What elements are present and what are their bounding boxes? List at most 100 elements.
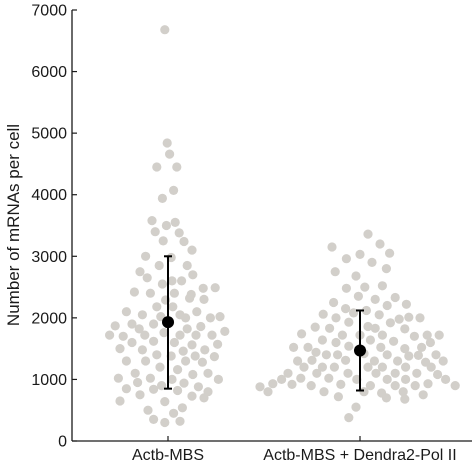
data-point	[365, 335, 375, 345]
data-point	[333, 350, 343, 360]
data-point	[417, 342, 427, 352]
data-point	[318, 309, 328, 319]
data-point	[203, 368, 213, 378]
data-point	[360, 282, 370, 292]
data-point	[178, 346, 188, 356]
data-point	[181, 356, 191, 366]
data-point	[355, 249, 365, 259]
data-point	[321, 350, 331, 360]
data-point	[118, 331, 128, 341]
data-point	[149, 384, 159, 394]
data-point	[155, 362, 165, 372]
data-point	[374, 310, 384, 320]
data-point	[394, 314, 404, 324]
data-point	[371, 368, 381, 378]
data-point	[182, 260, 192, 271]
data-point	[415, 313, 425, 323]
data-point	[425, 337, 435, 348]
data-point	[307, 355, 317, 365]
data-point	[152, 162, 162, 172]
data-point	[263, 387, 273, 397]
data-point	[382, 374, 392, 384]
data-point	[160, 397, 170, 407]
data-point	[215, 312, 225, 322]
data-point	[441, 374, 451, 384]
data-point	[143, 405, 153, 415]
y-tick-label: 7000	[31, 3, 67, 20]
data-point	[179, 236, 189, 247]
data-point	[287, 379, 297, 389]
data-point	[296, 373, 306, 383]
data-point	[412, 368, 422, 378]
data-point	[310, 322, 320, 332]
data-point	[169, 408, 179, 418]
data-point	[433, 369, 443, 380]
data-point	[152, 350, 162, 360]
data-point	[336, 379, 346, 389]
data-point	[199, 393, 209, 403]
data-point	[375, 239, 385, 249]
data-point	[361, 305, 371, 316]
data-point	[341, 355, 351, 365]
data-point	[196, 321, 206, 332]
data-point	[209, 352, 219, 362]
data-point	[327, 242, 337, 252]
data-point	[344, 413, 354, 423]
data-point	[135, 390, 145, 400]
data-point	[160, 417, 170, 428]
mean-and-error-bars	[162, 255, 366, 392]
data-point	[299, 362, 309, 372]
data-point	[185, 293, 195, 303]
y-axis-ticks: 0 1000 2000 3000 4000 5000 6000 7000	[31, 3, 77, 451]
data-point	[141, 356, 151, 366]
data-point	[150, 227, 160, 237]
data-point	[389, 336, 399, 346]
data-point	[329, 297, 339, 308]
data-point	[317, 335, 327, 345]
data-point	[149, 414, 159, 424]
data-point	[353, 291, 363, 301]
data-point	[127, 337, 137, 348]
data-point	[306, 381, 316, 391]
data-point	[142, 273, 152, 283]
data-point	[149, 319, 159, 329]
y-tick-label: 4000	[31, 187, 67, 204]
data-point	[365, 381, 375, 391]
data-point	[169, 185, 179, 195]
data-point	[363, 362, 373, 372]
data-point	[390, 368, 400, 378]
data-point	[158, 236, 168, 246]
mean-marker	[162, 316, 174, 329]
data-point	[359, 387, 369, 397]
data-point	[450, 381, 460, 391]
data-point	[168, 302, 178, 312]
data-point	[162, 138, 172, 148]
data-point	[130, 368, 140, 378]
data-point	[169, 288, 179, 298]
data-point	[175, 330, 185, 340]
data-point	[277, 374, 287, 384]
data-point	[341, 304, 351, 314]
data-point	[127, 319, 137, 329]
data-point	[154, 260, 164, 271]
data-point	[140, 330, 150, 340]
data-point	[434, 330, 444, 340]
data-point	[182, 324, 192, 334]
data-point	[115, 344, 125, 354]
data-point	[324, 373, 334, 383]
data-point	[311, 347, 321, 357]
data-point	[303, 342, 313, 352]
data-point	[157, 381, 167, 391]
y-axis-title: Number of mRNAs per cell	[4, 124, 23, 326]
data-point	[205, 313, 215, 323]
data-point	[370, 323, 380, 333]
data-point	[404, 351, 414, 361]
data-point	[423, 379, 433, 389]
data-point	[181, 313, 191, 323]
data-point	[330, 267, 340, 277]
data-point	[413, 350, 423, 360]
data-point	[207, 330, 217, 340]
data-point	[400, 324, 410, 334]
data-point	[177, 276, 187, 286]
